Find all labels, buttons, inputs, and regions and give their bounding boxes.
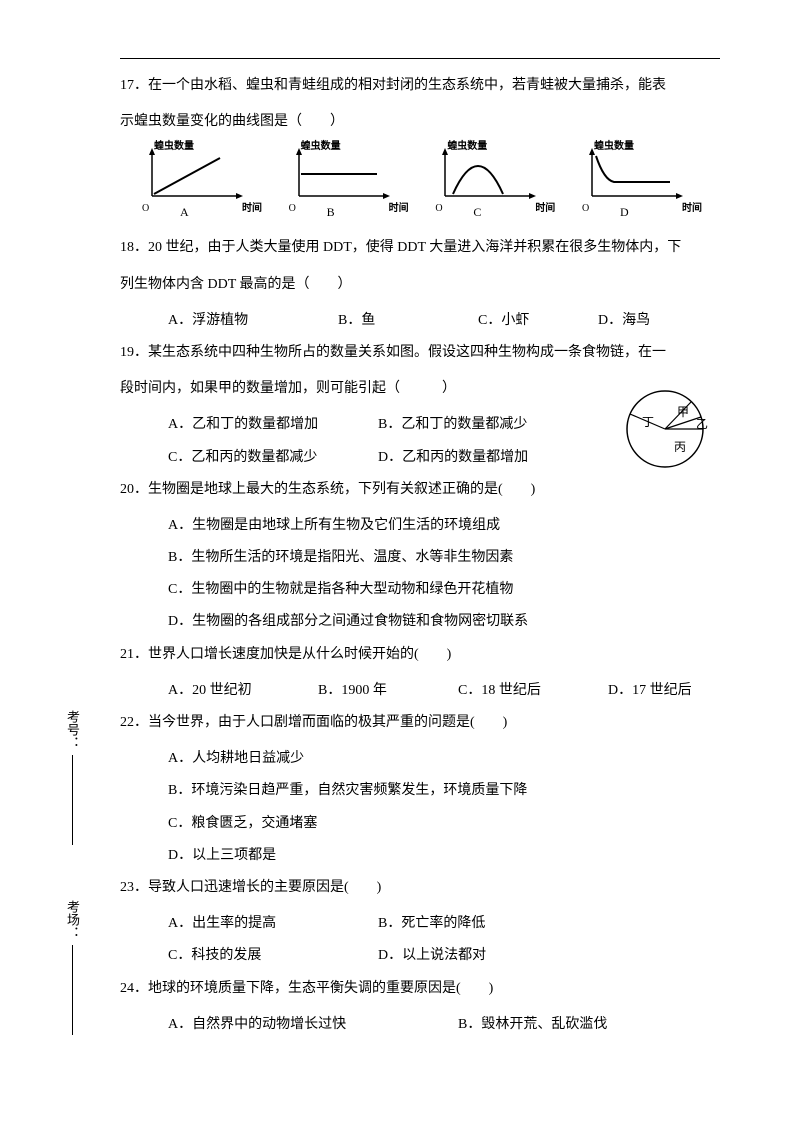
- pie-jia: 甲: [677, 406, 689, 418]
- q21-d: D．17 世纪后: [608, 675, 692, 707]
- chart-a-xlabel: 时间: [242, 204, 262, 214]
- pie-bing: 丙: [674, 441, 686, 453]
- q24-b: B．毁林开荒、乱砍滥伐: [458, 1009, 607, 1041]
- kaohao-label: 考号：: [66, 710, 79, 749]
- chart-b-letter: B: [327, 206, 335, 218]
- q20-num: 20．: [120, 482, 148, 497]
- chart-c: 蝗虫数量 O 时间 C: [433, 146, 553, 216]
- q21-num: 21．: [120, 647, 148, 662]
- q23-opts-row2: C．科技的发展 D．以上说法都对: [120, 940, 720, 972]
- q17: 17．在一个由水稻、蝗虫和青蛙组成的相对封闭的生态系统中，若青蛙被大量捕杀，能表: [120, 70, 720, 102]
- q20-text: 生物圈是地球上最大的生态系统，下列有关叙述正确的是( ): [148, 482, 535, 497]
- pie-yi: 乙: [696, 418, 708, 430]
- kaochang-line: [72, 945, 73, 1035]
- q19-c: C．乙和丙的数量都减少: [168, 442, 378, 474]
- q23-opts-row1: A．出生率的提高 B．死亡率的降低: [120, 908, 720, 940]
- q22: 22．当今世界，由于人口剧增而面临的极其严重的问题是( ): [120, 707, 720, 739]
- q22-d: D．以上三项都是: [120, 840, 720, 872]
- chart-d-xlabel: 时间: [682, 204, 702, 214]
- q17-text1: 在一个由水稻、蝗虫和青蛙组成的相对封闭的生态系统中，若青蛙被大量捕杀，能表: [148, 78, 666, 93]
- q18-b: B．鱼: [338, 305, 478, 337]
- pie-ding: 丁: [642, 416, 654, 428]
- kaochang-label: 考场：: [66, 900, 79, 939]
- q24-num: 24．: [120, 981, 148, 996]
- q18-a: A．浮游植物: [168, 305, 338, 337]
- chart-b: 蝗虫数量 O 时间 B: [287, 146, 407, 216]
- chart-a: 蝗虫数量 O 时间 A: [140, 146, 260, 216]
- side-kaohao: 考号：: [66, 710, 79, 847]
- q20-a: A．生物圈是由地球上所有生物及它们生活的环境组成: [120, 510, 720, 542]
- q20-c: C．生物圈中的生物就是指各种大型动物和绿色开花植物: [120, 574, 720, 606]
- kaohao-line: [72, 755, 73, 845]
- chart-d: 蝗虫数量 O 时间 D: [580, 146, 700, 216]
- q19-num: 19．: [120, 345, 148, 360]
- q21: 21．世界人口增长速度加快是从什么时候开始的( ): [120, 639, 720, 671]
- q23-num: 23．: [120, 880, 148, 895]
- q18-num: 18．: [120, 240, 148, 255]
- q18-opts: A．浮游植物 B．鱼 C．小虾 D．海鸟: [120, 305, 720, 337]
- chart-a-letter: A: [180, 206, 189, 218]
- q20-b: B．生物所生活的环境是指阳光、温度、水等非生物因素: [120, 542, 720, 574]
- page-body: 17．在一个由水稻、蝗虫和青蛙组成的相对封闭的生态系统中，若青蛙被大量捕杀，能表…: [120, 70, 720, 1041]
- q19-pie: 甲 乙 丙 丁: [620, 384, 710, 474]
- q23-a: A．出生率的提高: [168, 908, 378, 940]
- chart-d-origin: O: [582, 204, 589, 214]
- q18-d: D．海鸟: [598, 305, 650, 337]
- q23-b: B．死亡率的降低: [378, 908, 485, 940]
- q24-text: 地球的环境质量下降，生态平衡失调的重要原因是( ): [148, 981, 493, 996]
- side-kaochang: 考场：: [66, 900, 79, 1037]
- q21-opts: A．20 世纪初 B．1900 年 C．18 世纪后 D．17 世纪后: [120, 675, 720, 707]
- q24-opts: A．自然界中的动物增长过快 B．毁林开荒、乱砍滥伐: [120, 1009, 720, 1041]
- chart-b-xlabel: 时间: [389, 204, 409, 214]
- q20-d: D．生物圈的各组成部分之间通过食物链和食物网密切联系: [120, 606, 720, 638]
- q23-d: D．以上说法都对: [378, 940, 486, 972]
- q17-num: 17．: [120, 78, 148, 93]
- q19-text1: 某生态系统中四种生物所占的数量关系如图。假设这四种生物构成一条食物链，在一: [148, 345, 666, 360]
- q23-text: 导致人口迅速增长的主要原因是( ): [148, 880, 381, 895]
- q21-text: 世界人口增长速度加快是从什么时候开始的( ): [148, 647, 451, 662]
- q18-line2: 列生物体内含 DDT 最高的是（ ）: [120, 269, 720, 301]
- q22-a: A．人均耕地日益减少: [120, 743, 720, 775]
- chart-a-svg: [140, 146, 260, 206]
- q21-c: C．18 世纪后: [458, 675, 608, 707]
- q17-charts: 蝗虫数量 O 时间 A 蝗虫数量 O 时间 B: [120, 142, 720, 226]
- q23: 23．导致人口迅速增长的主要原因是( ): [120, 872, 720, 904]
- q19-b: B．乙和丁的数量都减少: [378, 409, 527, 441]
- q19-d: D．乙和丙的数量都增加: [378, 442, 528, 474]
- chart-a-origin: O: [142, 204, 149, 214]
- chart-c-letter: C: [473, 206, 481, 218]
- q22-c: C．粮食匮乏，交通堵塞: [120, 808, 720, 840]
- top-rule: [120, 58, 720, 59]
- q22-b: B．环境污染日趋严重，自然灾害频繁发生，环境质量下降: [120, 775, 720, 807]
- chart-d-svg: [580, 146, 700, 206]
- q22-num: 22．: [120, 715, 148, 730]
- q18-c: C．小虾: [478, 305, 598, 337]
- q19: 19．某生态系统中四种生物所占的数量关系如图。假设这四种生物构成一条食物链，在一: [120, 337, 720, 369]
- chart-c-origin: O: [435, 204, 442, 214]
- chart-d-letter: D: [620, 206, 629, 218]
- q24: 24．地球的环境质量下降，生态平衡失调的重要原因是( ): [120, 973, 720, 1005]
- chart-c-svg: [433, 146, 553, 206]
- q17-line2: 示蝗虫数量变化的曲线图是（ ）: [120, 106, 720, 138]
- q18-text1: 20 世纪，由于人类大量使用 DDT，使得 DDT 大量进入海洋并积累在很多生物…: [148, 240, 681, 255]
- q21-a: A．20 世纪初: [168, 675, 318, 707]
- q21-b: B．1900 年: [318, 675, 458, 707]
- q22-text: 当今世界，由于人口剧增而面临的极其严重的问题是( ): [148, 715, 507, 730]
- chart-c-xlabel: 时间: [535, 204, 555, 214]
- chart-b-svg: [287, 146, 407, 206]
- q18: 18．20 世纪，由于人类大量使用 DDT，使得 DDT 大量进入海洋并积累在很…: [120, 232, 720, 264]
- q24-a: A．自然界中的动物增长过快: [168, 1009, 458, 1041]
- q20: 20．生物圈是地球上最大的生态系统，下列有关叙述正确的是( ): [120, 474, 720, 506]
- q19-a: A．乙和丁的数量都增加: [168, 409, 378, 441]
- chart-b-origin: O: [289, 204, 296, 214]
- q23-c: C．科技的发展: [168, 940, 378, 972]
